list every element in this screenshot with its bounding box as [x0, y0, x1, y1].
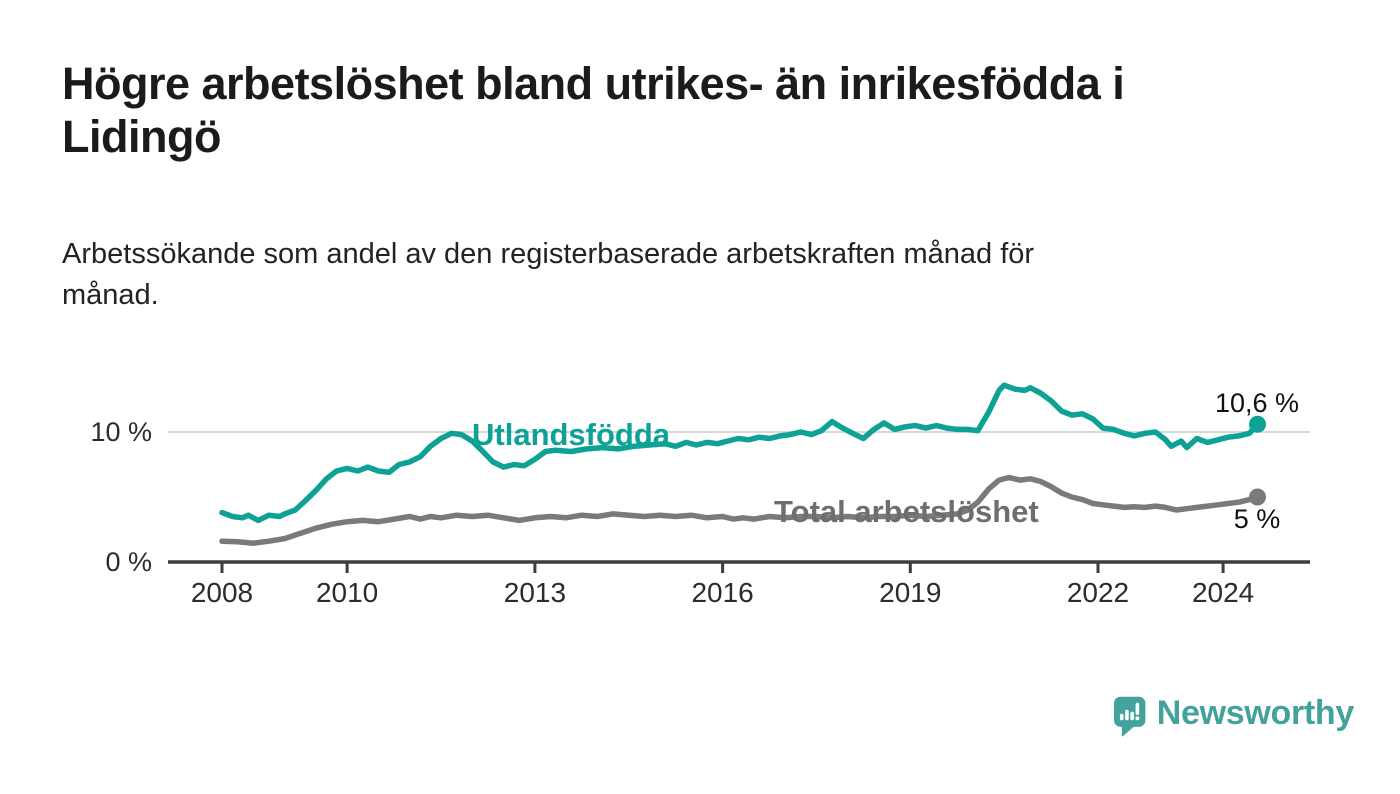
series-line-1	[219, 474, 1261, 546]
x-axis-label-2019: 2019	[879, 577, 941, 608]
page-title-line-1: Högre arbetslöshet bland utrikes- än inr…	[62, 58, 1125, 109]
chart-series-group	[219, 382, 1266, 546]
end-value-label-total: 5 %	[1234, 504, 1281, 534]
series-label-utlandsfodda: Utlandsfödda	[472, 417, 671, 452]
x-axis-label-2022: 2022	[1067, 577, 1129, 608]
bar-1	[1119, 713, 1124, 721]
x-axis-label-2010: 2010	[316, 577, 378, 608]
series-end-dot-0	[1249, 415, 1266, 433]
x-axis-label-2024: 2024	[1192, 577, 1254, 608]
newsworthy-logo: Newsworthy	[1114, 686, 1354, 756]
chart-subtitle-line-2: månad.	[62, 279, 159, 312]
y-axis-label-10: 10 %	[90, 417, 152, 447]
series-end-dot-1	[1249, 488, 1266, 506]
newsworthy-logo-text: Newsworthy	[1156, 694, 1355, 732]
x-axis-label-2016: 2016	[691, 577, 753, 608]
page-title: Högre arbetslöshet bland utrikes- än inr…	[62, 58, 1322, 163]
newsworthy-speech-bubble-bar-chart-icon	[1114, 696, 1146, 737]
x-axis-ticks-group: 2008 2010 2013 2016 2019 2022 2024	[191, 562, 1254, 608]
speech-bubble-shape	[1114, 696, 1146, 737]
bar-3	[1130, 711, 1134, 721]
exclamation-dot	[1135, 716, 1140, 721]
exclamation-bar	[1135, 702, 1140, 716]
chart-subtitle: Arbetssökande som andel av den registerb…	[62, 234, 1282, 316]
y-axis-label-0: 0 %	[105, 547, 152, 577]
end-value-label-utlandsfodda: 10,6 %	[1215, 388, 1299, 418]
x-axis-label-2008: 2008	[191, 577, 253, 608]
line-chart: 10 % 0 % 2008 2010 2013 2016 2019 2022 2024 Ut…	[90, 382, 1310, 608]
page-title-line-2: Lidingö	[62, 110, 221, 162]
series-label-total-arbetsloshet: Total arbetslöshet	[774, 494, 1039, 529]
series-line-0	[219, 382, 1261, 524]
chart-subtitle-line-1: Arbetssökande som andel av den registerb…	[62, 238, 1035, 270]
x-axis-label-2013: 2013	[504, 577, 566, 608]
bar-2	[1125, 709, 1129, 721]
